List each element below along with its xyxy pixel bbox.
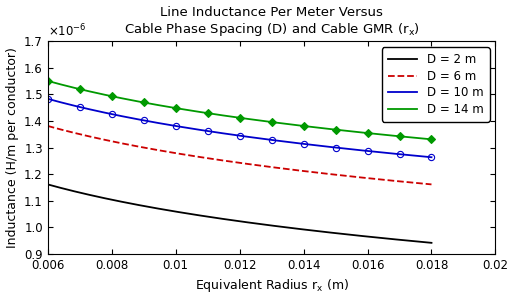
D = 6 m (45, 124, 51, 128)
D = 14 m (227, 115, 233, 118)
Legend: D = 2 m, D = 6 m, D = 10 m, D = 14 m: D = 2 m, D = 6 m, D = 10 m, D = 14 m (382, 47, 489, 122)
Line: D = 10 m: D = 10 m (48, 99, 431, 157)
D = 10 m (273, 139, 279, 142)
D = 2 m (227, 218, 233, 222)
D = 2 m (273, 224, 279, 228)
D = 10 m (45, 97, 51, 101)
D = 10 m (252, 136, 259, 140)
Title: Line Inductance Per Meter Versus
Cable Phase Spacing (D) and Cable GMR ($r_x$): Line Inductance Per Meter Versus Cable P… (123, 6, 419, 38)
D = 14 m (273, 121, 279, 124)
D = 10 m (428, 155, 434, 159)
D = 6 m (359, 176, 365, 179)
D = 10 m (419, 154, 426, 158)
D = 6 m (227, 160, 233, 163)
D = 14 m (428, 137, 434, 141)
D = 14 m (419, 137, 426, 140)
D = 2 m (359, 234, 365, 238)
D = 2 m (229, 218, 235, 222)
D = 6 m (419, 182, 426, 185)
Line: D = 2 m: D = 2 m (48, 184, 431, 243)
D = 2 m (252, 222, 259, 225)
D = 14 m (252, 118, 259, 122)
D = 6 m (229, 160, 235, 164)
Y-axis label: Inductance (H/m per conductor): Inductance (H/m per conductor) (6, 47, 19, 248)
D = 10 m (359, 148, 365, 152)
D = 6 m (428, 183, 434, 186)
D = 2 m (419, 240, 426, 244)
D = 14 m (45, 79, 51, 83)
D = 2 m (428, 241, 434, 244)
D = 6 m (252, 163, 259, 167)
D = 10 m (229, 133, 235, 136)
D = 14 m (359, 131, 365, 134)
Text: $\times 10^{-6}$: $\times 10^{-6}$ (48, 22, 86, 39)
X-axis label: Equivalent Radius $r_x$ (m): Equivalent Radius $r_x$ (m) (195, 278, 348, 294)
D = 6 m (273, 166, 279, 169)
D = 2 m (45, 183, 51, 186)
Line: D = 6 m: D = 6 m (48, 126, 431, 184)
D = 10 m (227, 133, 233, 136)
Line: D = 14 m: D = 14 m (48, 81, 431, 139)
D = 14 m (229, 115, 235, 119)
